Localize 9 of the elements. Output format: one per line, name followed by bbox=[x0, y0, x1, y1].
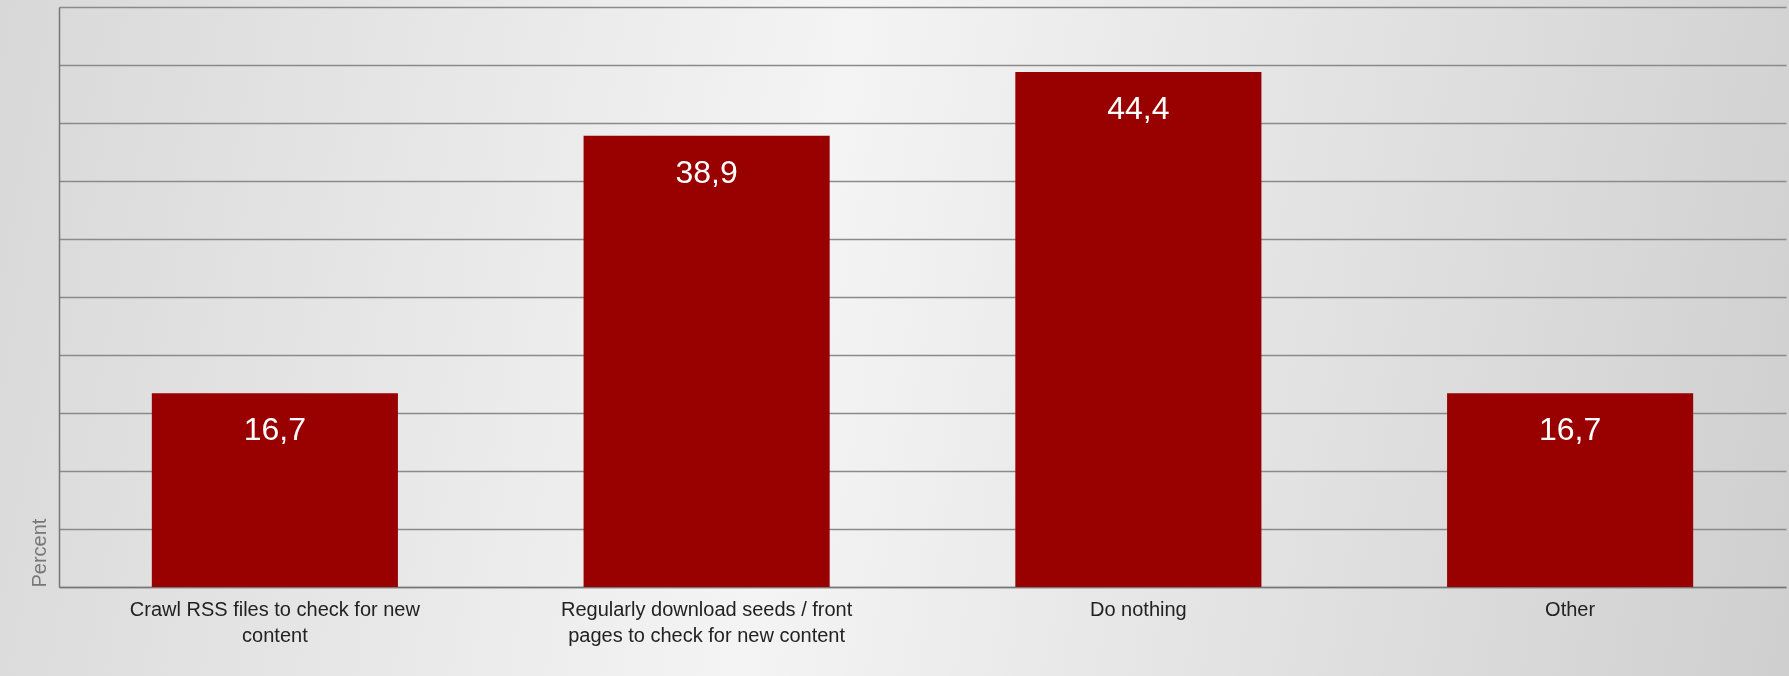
x-tick-label: Other bbox=[1545, 597, 1596, 620]
data-label: 38,9 bbox=[675, 153, 738, 190]
y-axis-title: Percent bbox=[27, 518, 50, 588]
data-label: 16,7 bbox=[1538, 411, 1602, 448]
data-label: 16,7 bbox=[243, 411, 307, 448]
x-tick-label: Regularly download seeds / front pages to check for new content bbox=[560, 597, 853, 646]
data-label: 44,4 bbox=[1107, 89, 1170, 126]
x-tick-label: Crawl RSS files to check for new content bbox=[129, 597, 421, 646]
x-tick-label: Do nothing bbox=[1090, 597, 1187, 620]
